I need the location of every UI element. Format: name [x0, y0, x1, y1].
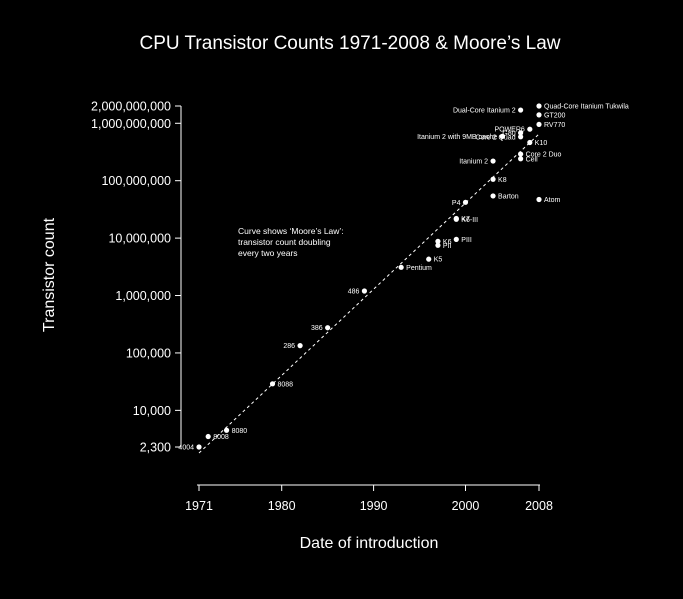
- point-label-pentium: Pentium: [406, 265, 432, 272]
- y-tick-label: 10,000,000: [108, 232, 171, 246]
- point-label-8088: 8088: [278, 381, 294, 388]
- point-label-core-2-duo: Core 2 Duo: [526, 152, 562, 159]
- point-label-gt200: GT200: [544, 112, 566, 119]
- point-k5: [426, 256, 432, 262]
- point-label-4004: 4004: [178, 445, 194, 452]
- chart-title: CPU Transistor Counts 1971-2008 & Moore’…: [139, 33, 560, 54]
- point-label-piii: PIII: [461, 237, 472, 244]
- point-k7: [453, 215, 459, 222]
- y-tick-label: 100,000: [126, 346, 171, 360]
- x-tick-label: 1971: [185, 499, 213, 513]
- point-piii: [453, 236, 459, 242]
- point-rv770: [536, 121, 542, 128]
- point-barton: [490, 193, 496, 199]
- point-k10: [527, 139, 533, 146]
- point-core-2-quad: [518, 134, 524, 140]
- point-cell: [518, 156, 524, 162]
- point-label-k6-iii: K6-III: [461, 217, 478, 224]
- point-label-k7: K7: [461, 216, 470, 223]
- point-label-power6: POWER6: [494, 127, 524, 134]
- point-label-k10: K10: [535, 140, 548, 147]
- point-label-g80: G80: [502, 130, 515, 137]
- x-tick-label: 2008: [525, 499, 553, 513]
- x-axis-ticks: 1971 1980 1990 2000 2008: [185, 485, 553, 513]
- point-k8: [490, 176, 496, 182]
- point-8088: [269, 381, 276, 387]
- point-label-itanium-2: Itanium 2: [459, 159, 488, 166]
- annotation-line-2: transistor count doubling: [238, 237, 331, 247]
- annotation-line-1: Curve shows ‘Moore’s Law’:: [238, 226, 344, 236]
- y-tick-label: 2,300: [140, 441, 171, 455]
- point-label-rv770: RV770: [544, 122, 565, 129]
- point-label-286: 286: [283, 343, 295, 350]
- point-itanium-2: [490, 158, 496, 164]
- point-386: [325, 325, 331, 331]
- point-label-k5: K5: [434, 257, 443, 264]
- point-label-8008: 8008: [213, 434, 229, 441]
- point-power6: [527, 126, 533, 132]
- point-label-atom: Atom: [544, 197, 561, 204]
- point-g80: [518, 130, 524, 136]
- point-label-k8: K8: [498, 177, 507, 184]
- y-tick-label: 1,000,000,000: [91, 117, 171, 131]
- point-486: [361, 288, 368, 294]
- point-label-quad-core-itanium-tukwila: Quad-Core Itanium Tukwila: [544, 104, 629, 111]
- point-quad-core-itanium-tukwila: [536, 103, 542, 109]
- y-tick-label: 100,000,000: [101, 174, 171, 188]
- point-itanium-2-with-9mb-cache: [499, 133, 505, 139]
- annotation-line-3: every two years: [238, 248, 298, 258]
- x-axis-title: Date of introduction: [300, 535, 439, 552]
- point-dual-core-itanium-2: [518, 107, 524, 113]
- y-tick-label: 10,000: [133, 404, 171, 418]
- point-pentium: [398, 264, 404, 270]
- point-pii: [435, 242, 441, 248]
- point-p4: [462, 199, 469, 205]
- point-label-pii: PII: [443, 243, 452, 250]
- x-tick-label: 1980: [268, 499, 296, 513]
- point-label-386: 386: [311, 325, 323, 332]
- point-286: [297, 343, 303, 349]
- point-8080: [223, 427, 230, 433]
- point-label-core-2-quad: Core 2 Quad: [476, 134, 516, 141]
- point-4004: [196, 444, 202, 450]
- y-tick-label: 1,000,000: [115, 289, 171, 303]
- point-label-486: 486: [348, 288, 360, 295]
- point-label-8080: 8080: [232, 428, 248, 435]
- point-label-itanium-2-with-9mb-cache: Itanium 2 with 9MB cache: [417, 134, 497, 141]
- point-label-dual-core-itanium-2: Dual-Core Itanium 2: [453, 108, 516, 115]
- x-tick-label: 1990: [360, 499, 388, 513]
- point-label-k6: K6: [443, 239, 452, 246]
- y-axis-title: Transistor count: [41, 217, 58, 332]
- point-label-barton: Barton: [498, 193, 519, 200]
- point-8008: [205, 433, 211, 440]
- point-gt200: [536, 112, 542, 118]
- y-axis-ticks: 2,300 10,000 100,000 1,000,000 10,000,000 100…: [91, 100, 181, 455]
- point-label-p4: P4: [452, 200, 461, 207]
- point-atom: [536, 196, 542, 203]
- y-tick-label: 2,000,000,000: [91, 100, 171, 114]
- point-core-2-duo: [518, 151, 524, 157]
- point-label-cell: Cell: [526, 156, 539, 163]
- x-tick-label: 2000: [452, 499, 480, 513]
- point-k6: [435, 238, 441, 244]
